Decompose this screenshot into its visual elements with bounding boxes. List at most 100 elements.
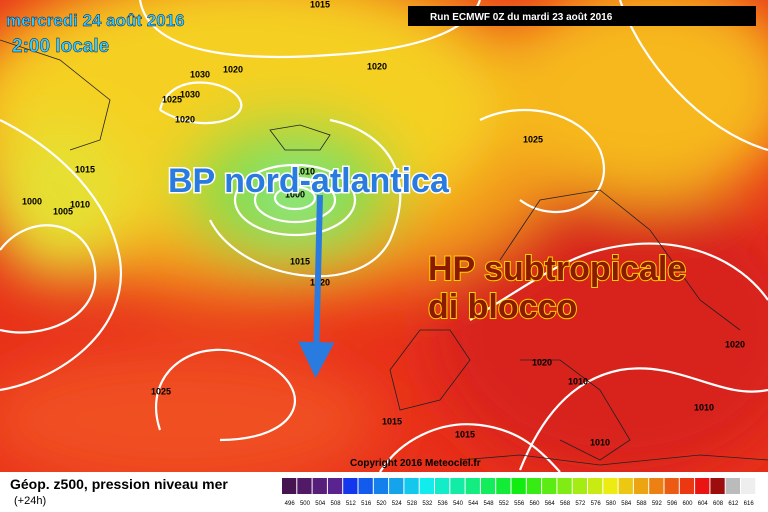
scale-swatch [419,478,434,494]
scale-label: 580 [606,501,617,507]
scale-label: 588 [637,501,648,507]
isobar-label: 1015 [310,0,330,9]
scale-swatch [679,478,695,494]
isobar-label: 1000 [22,196,42,206]
high-annotation: di blocco [428,288,577,326]
scale-label: 528 [407,501,418,507]
scale-label: 516 [361,501,372,507]
scale-swatch [664,478,679,494]
scale-swatch [496,478,511,494]
scale-swatch [526,478,542,494]
isobar-label: 1015 [290,256,310,266]
scale-swatch [327,478,343,494]
scale-label: 612 [728,501,739,507]
scale-swatch [282,478,297,494]
isobar-label: 1025 [151,386,171,396]
isobar-label: 1025 [523,134,543,144]
isobar-label: 1010 [568,376,588,386]
scale-label: 584 [621,501,632,507]
scale-swatch [649,478,664,494]
scale-label: 576 [591,501,602,507]
scale-label: 596 [667,501,678,507]
isobar-label: 1020 [367,61,387,71]
isobar-label: 1020 [223,64,243,74]
scale-swatch [450,478,465,494]
scale-swatch [297,478,312,494]
isobar-label: 1030 [190,69,210,79]
isobar-label: 1030 [180,89,200,99]
scale-label: 604 [698,501,709,507]
scale-swatch [465,478,480,494]
isobar-label: 1010 [694,402,714,412]
copyright: Copyright 2016 Meteociel.fr [350,458,481,469]
scale-swatch [343,478,358,494]
isobar-label: 1020 [175,114,195,124]
scale-label: 520 [376,501,387,507]
time: 2:00 locale [12,36,109,57]
scale-swatch [710,478,725,494]
scale-swatch [633,478,649,494]
scale-label: 536 [438,501,449,507]
scale-swatch [389,478,404,494]
scale-label: 532 [422,501,433,507]
scale-swatch [435,478,450,494]
scale-swatch [695,478,710,494]
isobar-label: 1015 [455,429,475,439]
isobar-label: 1020 [532,357,552,367]
isobar-label: 1010 [590,437,610,447]
scale-swatch [572,478,587,494]
scale-label: 572 [575,501,586,507]
arrow [298,194,335,378]
scale-swatch [725,478,740,494]
scale-swatch [618,478,633,494]
scale-swatch [480,478,496,494]
scale-label: 540 [453,501,464,507]
scale-label: 552 [499,501,510,507]
scale-label: 496 [285,501,296,507]
isobar-label: 1005 [53,206,73,216]
scale-label: 544 [468,501,479,507]
scale-label: 608 [713,501,724,507]
isobars [0,0,768,471]
scale-label: 508 [331,501,342,507]
field [0,0,768,490]
scale-swatch [542,478,557,494]
footer-title: Géop. z500, pression niveau mer [10,476,228,492]
high-annotation: HP subtropicale [428,250,686,288]
scale-label: 548 [484,501,495,507]
scale-swatch [588,478,603,494]
scale-label: 512 [346,501,357,507]
isobar-label: 1000 [285,189,305,199]
footer-lead: (+24h) [14,495,46,507]
scale-swatch [373,478,389,494]
isobar-label: 1025 [162,94,182,104]
isobar-label: 1015 [75,164,95,174]
scale-label: 616 [744,501,755,507]
scale-label: 568 [560,501,571,507]
low-annotation: BP nord-atlantica [168,162,450,200]
date: mercredi 24 août 2016 [6,11,185,30]
scale-swatch [603,478,618,494]
run: Run ECMWF 0Z du mardi 23 août 2016 [430,12,613,23]
isobar-label: 1010 [70,199,90,209]
coastlines [0,39,768,466]
scale-swatch [358,478,373,494]
scale-label: 504 [315,501,326,507]
scale-label: 500 [300,501,311,507]
scale-label: 556 [514,501,525,507]
scale-swatch [741,478,756,494]
isobar-label: 1020 [725,339,745,349]
run-box [408,6,756,26]
scale-swatch [511,478,526,494]
scale-label: 592 [652,501,663,507]
scale-swatch [557,478,572,494]
scale-swatch [404,478,419,494]
scale-swatch [312,478,327,494]
scale-label: 600 [682,501,693,507]
isobar-label: 1010 [295,166,315,176]
isobar-label: 1015 [382,416,402,426]
color-scale: 496 500 504 508 512 516 520 524 528 532 536 540 544 5… [282,478,756,507]
scale-label: 524 [392,501,403,507]
